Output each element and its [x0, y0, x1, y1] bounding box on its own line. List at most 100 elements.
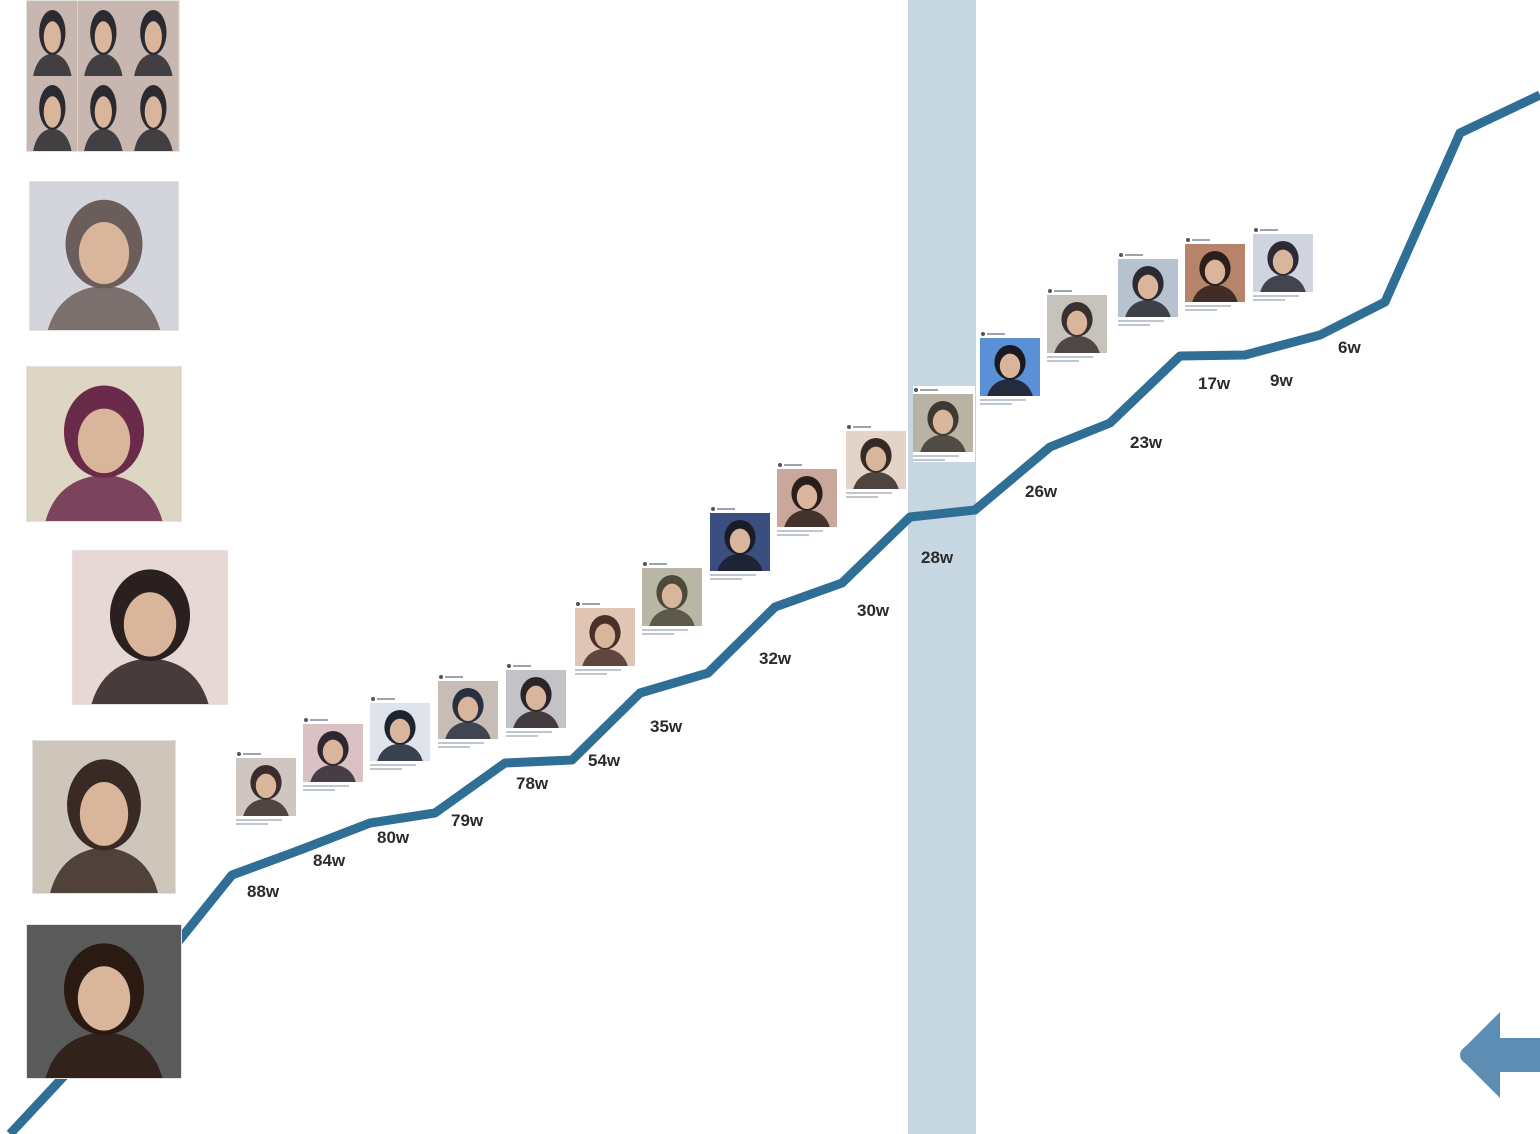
- post-thumbnail[interactable]: [1118, 251, 1180, 327]
- collage-cell: [77, 76, 129, 151]
- post-caption: [710, 578, 742, 580]
- collage-cell: [128, 1, 179, 76]
- post-caption: [370, 768, 402, 770]
- post-caption: [1047, 360, 1079, 362]
- post-avatar: [576, 602, 580, 606]
- post-thumbnail[interactable]: [1185, 236, 1247, 312]
- post-thumbnail[interactable]: [438, 673, 500, 749]
- post-caption: [913, 455, 959, 457]
- post-header: [370, 695, 432, 703]
- post-username: [784, 464, 802, 466]
- post-avatar: [914, 388, 918, 392]
- collage-cell: [27, 1, 78, 76]
- post-avatar: [304, 718, 308, 722]
- post-caption: [236, 819, 282, 821]
- post-header: [846, 423, 908, 431]
- post-thumbnail[interactable]: [236, 750, 298, 826]
- post-thumbnail[interactable]: [913, 386, 975, 462]
- post-caption: [846, 496, 878, 498]
- post-header: [642, 560, 704, 568]
- post-thumbnail[interactable]: [642, 560, 704, 636]
- post-avatar: [1186, 238, 1190, 242]
- post-thumbnail[interactable]: [1253, 226, 1315, 302]
- post-thumbnail[interactable]: [370, 695, 432, 771]
- photo-girl-hand-gesture: [32, 740, 176, 894]
- back-arrow-icon[interactable]: [1458, 1010, 1540, 1100]
- post-username: [513, 665, 531, 667]
- week-label: 84w: [313, 851, 346, 870]
- post-avatar: [1254, 228, 1258, 232]
- post-header: [1253, 226, 1315, 234]
- post-avatar: [981, 332, 985, 336]
- collage-cell: [77, 1, 129, 76]
- week-label: 26w: [1025, 482, 1058, 501]
- post-username: [310, 719, 328, 721]
- post-avatar: [371, 697, 375, 701]
- post-image: [575, 608, 635, 666]
- post-image: [1253, 234, 1313, 292]
- post-image: [506, 670, 566, 728]
- week-label: 78w: [516, 774, 549, 793]
- post-image: [1118, 259, 1178, 317]
- post-thumbnail[interactable]: [846, 423, 908, 499]
- week-label: 32w: [759, 649, 792, 668]
- post-caption: [710, 574, 756, 576]
- post-thumbnail[interactable]: [575, 600, 637, 676]
- post-image: [438, 681, 498, 739]
- post-image: [236, 758, 296, 816]
- post-caption: [303, 789, 335, 791]
- post-image: [303, 724, 363, 782]
- post-caption: [236, 823, 268, 825]
- post-caption: [575, 669, 621, 671]
- post-avatar: [439, 675, 443, 679]
- post-image: [846, 431, 906, 489]
- post-thumbnail[interactable]: [1047, 287, 1109, 363]
- collage-cell: [128, 76, 179, 151]
- post-thumbnail[interactable]: [777, 461, 839, 537]
- post-image: [642, 568, 702, 626]
- post-caption: [1253, 299, 1285, 301]
- week-label: 9w: [1270, 371, 1293, 390]
- week-label: 88w: [247, 882, 280, 901]
- post-caption: [1118, 324, 1150, 326]
- post-avatar: [778, 463, 782, 467]
- post-image: [980, 338, 1040, 396]
- photo-woman-gray-background: [29, 181, 179, 331]
- week-label: 30w: [857, 601, 890, 620]
- week-label: 23w: [1130, 433, 1163, 452]
- post-thumbnail[interactable]: [303, 716, 365, 792]
- post-image: [777, 469, 837, 527]
- post-header: [236, 750, 298, 758]
- post-username: [1260, 229, 1278, 231]
- post-avatar: [1119, 253, 1123, 257]
- post-caption: [846, 492, 892, 494]
- week-label: 6w: [1338, 338, 1361, 357]
- post-caption: [1185, 309, 1217, 311]
- post-username: [377, 698, 395, 700]
- post-username: [582, 603, 600, 605]
- post-username: [987, 333, 1005, 335]
- post-header: [710, 505, 772, 513]
- post-avatar: [237, 752, 241, 756]
- week-label: 28w: [921, 548, 954, 567]
- post-header: [1047, 287, 1109, 295]
- post-thumbnail[interactable]: [980, 330, 1042, 406]
- post-username: [920, 389, 938, 391]
- post-caption: [1253, 295, 1299, 297]
- post-caption: [777, 534, 809, 536]
- post-thumbnail[interactable]: [506, 662, 568, 738]
- week-label: 79w: [451, 811, 484, 830]
- growth-trend-line: [6, 90, 1540, 1134]
- post-avatar: [507, 664, 511, 668]
- post-header: [303, 716, 365, 724]
- post-username: [649, 563, 667, 565]
- post-caption: [642, 633, 674, 635]
- post-header: [506, 662, 568, 670]
- week-label: 17w: [1198, 374, 1231, 393]
- post-image: [370, 703, 430, 761]
- photo-smiling-man-car: [26, 924, 182, 1079]
- post-thumbnail[interactable]: [710, 505, 772, 581]
- post-avatar: [643, 562, 647, 566]
